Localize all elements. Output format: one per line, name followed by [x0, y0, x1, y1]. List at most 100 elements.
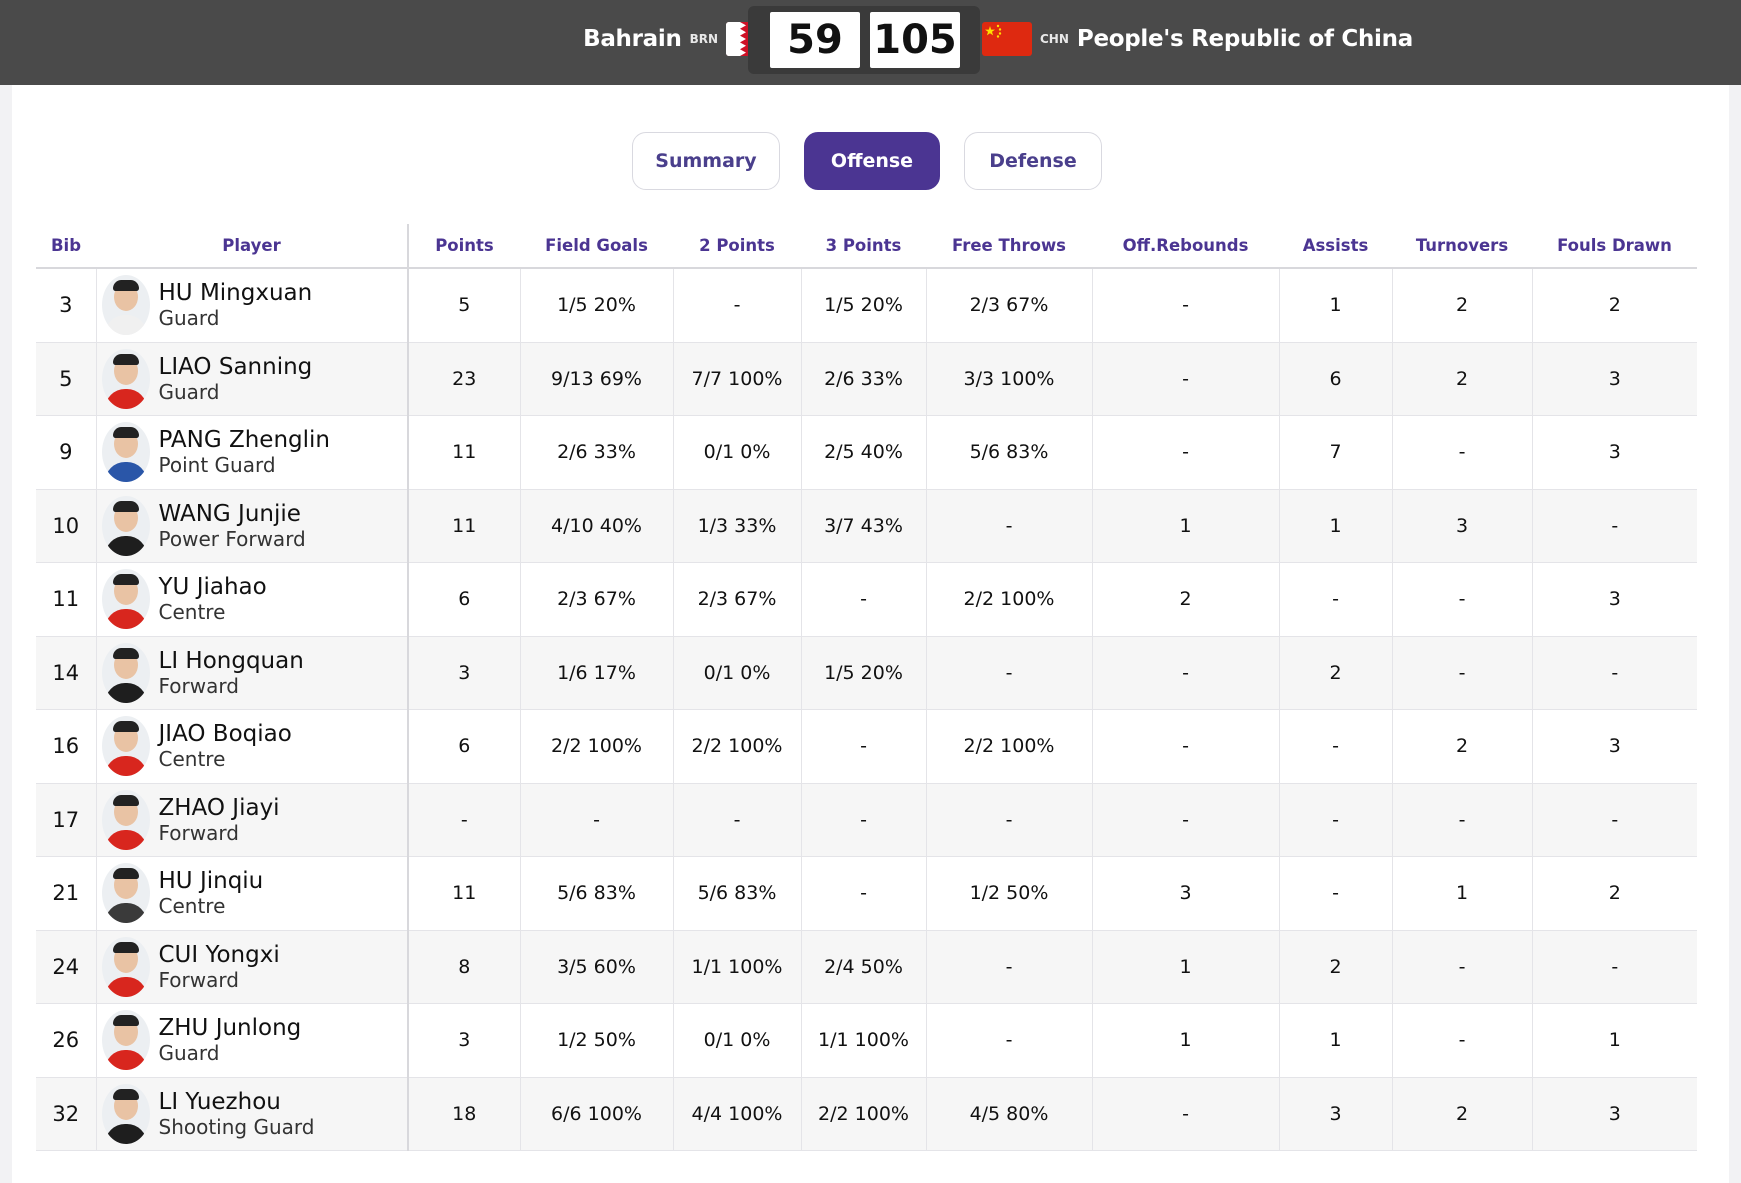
player-text: CUI Yongxi Forward	[159, 942, 280, 992]
table-row[interactable]: 9 PANG Zhenglin Point Guard 11 2/6 33% 0/1 0%…	[36, 415, 1697, 490]
tab-defense[interactable]: Defense	[964, 132, 1102, 190]
player-cell[interactable]: LI Yuezhou Shooting Guard	[95, 1077, 409, 1151]
table-row[interactable]: 24 CUI Yongxi Forward 8 3/5 60% 1/1 100% 2/4 5…	[36, 930, 1697, 1004]
player-bib: 10	[36, 489, 96, 563]
column-header-turnovers[interactable]: Turnovers	[1392, 224, 1532, 269]
stat-2-points: 1/1 100%	[672, 930, 801, 1004]
stat-3-points: 3/7 43%	[800, 489, 926, 563]
player-bib: 11	[36, 562, 96, 637]
column-header-3-points[interactable]: 3 Points	[801, 224, 926, 269]
player-name[interactable]: HU Jinqiu	[158, 868, 264, 895]
column-header-2-points[interactable]: 2 Points	[673, 224, 801, 269]
player-name[interactable]: LI Hongquan	[158, 647, 304, 674]
player-info: ZHAO Jiayi Forward	[97, 789, 408, 850]
player-cell[interactable]: YU Jiahao Centre	[95, 562, 409, 637]
stat-free-throws: -	[925, 930, 1092, 1004]
jersey-shape	[104, 1123, 147, 1144]
player-name[interactable]: PANG Zhenglin	[158, 427, 331, 454]
stat-assists: -	[1278, 562, 1392, 637]
column-header-points[interactable]: Points	[408, 224, 520, 269]
jersey-shape	[104, 315, 147, 336]
stat-off-rebounds: -	[1091, 783, 1279, 857]
stat-assists: 1	[1278, 268, 1392, 343]
table-row[interactable]: 14 LI Hongquan Forward 3 1/6 17% 0/1 0% 1/5 20…	[36, 636, 1697, 710]
player-cell[interactable]: WANG Junjie Power Forward	[95, 489, 409, 563]
player-name[interactable]: ZHU Junlong	[158, 1015, 302, 1042]
stat-off-rebounds: 1	[1091, 1003, 1279, 1078]
column-header-assists[interactable]: Assists	[1279, 224, 1392, 269]
hair-shape	[112, 1015, 139, 1027]
score-box: 59 105	[748, 6, 980, 74]
column-header-off-rebounds[interactable]: Off.Rebounds	[1092, 224, 1279, 269]
jersey-shape	[104, 388, 147, 409]
stat-turnovers: -	[1391, 783, 1532, 857]
column-header-fouls-drawn[interactable]: Fouls Drawn	[1532, 224, 1697, 269]
player-cell[interactable]: HU Mingxuan Guard	[95, 268, 409, 343]
player-bib: 26	[36, 1003, 96, 1078]
player-text: HU Jinqiu Centre	[159, 868, 264, 918]
table-row[interactable]: 16 JIAO Boqiao Centre 6 2/2 100% 2/2 100% -2/2…	[36, 709, 1697, 784]
table-row[interactable]: 5 LIAO Sanning Guard 23 9/13 69% 7/7 100% 2/6 …	[36, 342, 1697, 416]
player-info: PANG Zhenglin Point Guard	[97, 422, 408, 483]
stat-2-points: 0/1 0%	[672, 415, 801, 490]
stat-3-points: -	[800, 783, 926, 857]
player-info: YU Jiahao Centre	[97, 569, 408, 630]
player-name[interactable]: YU Jiahao	[158, 574, 267, 601]
player-avatar	[101, 716, 150, 777]
stat-fouls-drawn: -	[1531, 636, 1697, 710]
player-position: Shooting Guard	[158, 1114, 315, 1139]
player-cell[interactable]: LIAO Sanning Guard	[95, 342, 409, 416]
stat-fouls-drawn: 3	[1531, 1077, 1697, 1151]
player-name[interactable]: JIAO Boqiao	[158, 721, 292, 748]
tab-offense[interactable]: Offense	[804, 132, 940, 190]
player-name[interactable]: ZHAO Jiayi	[158, 794, 280, 821]
home-team-name: Bahrain	[583, 26, 682, 52]
column-header-free-throws[interactable]: Free Throws	[926, 224, 1092, 269]
stat-assists: 7	[1278, 415, 1392, 490]
stat-field-goals: 2/3 67%	[519, 562, 673, 637]
player-name[interactable]: LI Yuezhou	[158, 1088, 281, 1115]
table-row[interactable]: 26 ZHU Junlong Guard 3 1/2 50% 0/1 0% 1/1 100%…	[36, 1003, 1697, 1078]
column-header-field-goals[interactable]: Field Goals	[520, 224, 673, 269]
player-position: Centre	[158, 894, 226, 919]
table-row[interactable]: 17 ZHAO Jiayi Forward - - - - - - - - -	[36, 783, 1697, 857]
column-header-bib[interactable]: Bib	[36, 224, 96, 269]
player-position: Guard	[158, 1041, 220, 1066]
player-cell[interactable]: ZHAO Jiayi Forward	[95, 783, 409, 857]
stat-points: 3	[407, 1003, 520, 1078]
player-avatar	[101, 1010, 150, 1071]
column-header-player[interactable]: Player	[96, 224, 409, 269]
table-row[interactable]: 10 WANG Junjie Power Forward 11 4/10 40% 1/3 …	[36, 489, 1697, 563]
stat-3-points: 1/1 100%	[800, 1003, 926, 1078]
away-score: 105	[870, 12, 960, 68]
hair-shape	[112, 500, 139, 512]
away-team-code: CHN	[1040, 32, 1069, 46]
player-cell[interactable]: HU Jinqiu Centre	[95, 856, 409, 931]
stat-2-points: 4/4 100%	[672, 1077, 801, 1151]
table-row[interactable]: 3 HU Mingxuan Guard 5 1/5 20% -1/5 20% 2/3 67%…	[36, 268, 1697, 343]
player-name[interactable]: HU Mingxuan	[158, 280, 313, 307]
stat-2-points: -	[672, 268, 801, 343]
player-name[interactable]: LIAO Sanning	[158, 353, 313, 380]
player-text: PANG Zhenglin Point Guard	[159, 427, 331, 477]
table-row[interactable]: 11 YU Jiahao Centre 6 2/3 67% 2/3 67% -2/2 100…	[36, 562, 1697, 637]
player-cell[interactable]: ZHU Junlong Guard	[95, 1003, 409, 1078]
stat-off-rebounds: -	[1091, 415, 1279, 490]
player-cell[interactable]: PANG Zhenglin Point Guard	[95, 415, 409, 490]
player-position: Forward	[158, 673, 239, 698]
stat-free-throws: -	[925, 636, 1092, 710]
table-row[interactable]: 21 HU Jinqiu Centre 11 5/6 83% 5/6 83% -1/2 50…	[36, 856, 1697, 931]
player-name[interactable]: WANG Junjie	[158, 500, 301, 527]
stat-fouls-drawn: 3	[1531, 562, 1697, 637]
stat-field-goals: 6/6 100%	[519, 1077, 673, 1151]
player-cell[interactable]: CUI Yongxi Forward	[95, 930, 409, 1004]
jersey-shape	[104, 609, 147, 630]
stat-turnovers: -	[1391, 1003, 1532, 1078]
player-name[interactable]: CUI Yongxi	[158, 941, 280, 968]
player-cell[interactable]: JIAO Boqiao Centre	[95, 709, 409, 784]
table-row[interactable]: 32 LI Yuezhou Shooting Guard 18 6/6 100% 4/4 …	[36, 1077, 1697, 1151]
stat-3-points: -	[800, 562, 926, 637]
jersey-shape	[104, 1050, 147, 1071]
tab-summary[interactable]: Summary	[632, 132, 780, 190]
player-cell[interactable]: LI Hongquan Forward	[95, 636, 409, 710]
